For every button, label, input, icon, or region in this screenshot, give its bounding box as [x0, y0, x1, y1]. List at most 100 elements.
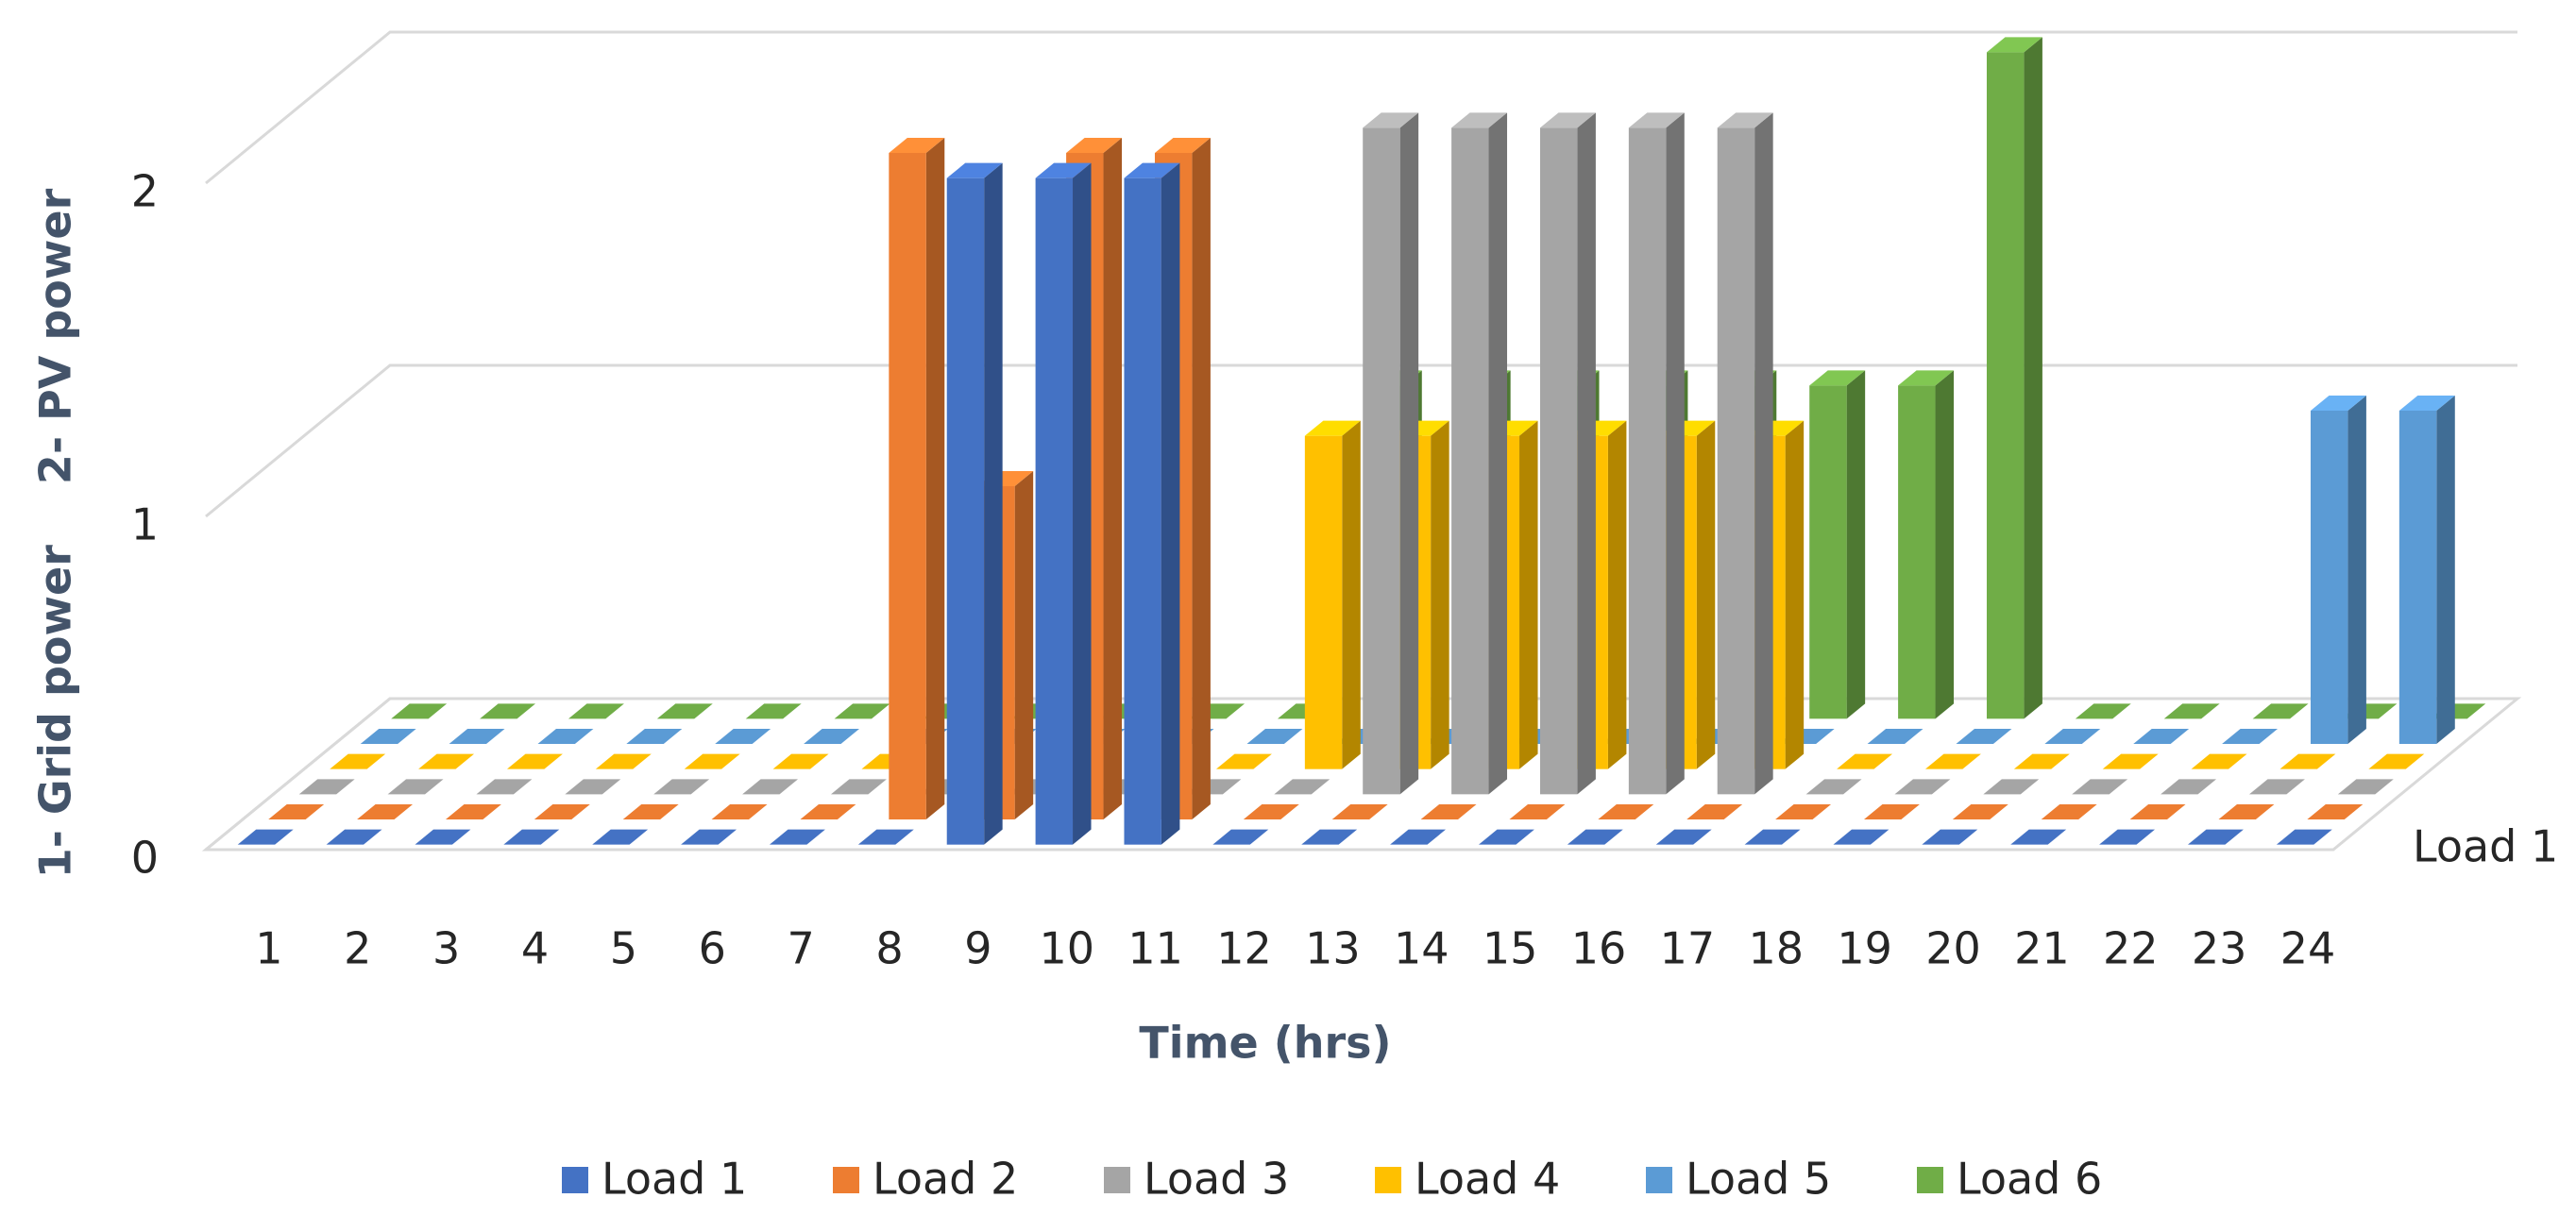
bar	[772, 753, 829, 769]
bar	[889, 138, 945, 819]
bar	[1837, 753, 1893, 769]
bar	[745, 703, 802, 719]
bar-top	[684, 753, 740, 769]
bar	[2398, 396, 2455, 744]
bar-top	[626, 729, 683, 744]
bar	[2133, 729, 2190, 744]
bar-top	[1628, 112, 1685, 128]
bar	[2010, 829, 2067, 845]
bar-top	[534, 804, 590, 819]
floor	[201, 697, 2522, 852]
bar	[1863, 804, 1920, 819]
bar-top	[268, 804, 325, 819]
bar	[2276, 829, 2332, 845]
bar	[2307, 804, 2364, 819]
bar	[537, 729, 594, 744]
x-tick-label: 8	[875, 923, 903, 974]
bar-top	[2133, 729, 2190, 744]
bar-top	[1894, 779, 1951, 795]
bar	[1894, 779, 1951, 795]
bar-side	[1785, 420, 1805, 769]
bar-side	[2347, 396, 2366, 744]
y-axis-title: 1- Grid power 2- PV power	[30, 188, 81, 878]
bar-top	[595, 753, 652, 769]
bar-top	[1922, 829, 1978, 845]
x-tick-label: 2	[344, 923, 371, 974]
bar	[268, 804, 325, 819]
bar-top	[857, 829, 914, 845]
bar	[330, 753, 386, 769]
bar	[418, 753, 475, 769]
bar	[1833, 829, 1890, 845]
x-tick-label: 15	[1483, 923, 1538, 974]
bar	[1246, 729, 1303, 744]
legend-swatch	[562, 1167, 588, 1193]
bar	[1655, 829, 1712, 845]
bar-top	[1717, 112, 1773, 128]
x-tick-label: 17	[1660, 923, 1716, 974]
bar-top	[830, 779, 887, 795]
bar	[480, 703, 536, 719]
x-tick-label: 4	[521, 923, 549, 974]
bar	[1867, 729, 1924, 744]
bar-front	[2398, 411, 2437, 744]
bar-top	[360, 729, 416, 744]
legend-label: Load 2	[873, 1154, 1018, 1205]
bar	[2013, 753, 2070, 769]
bar	[2102, 753, 2159, 769]
bar-top	[2099, 829, 2156, 845]
bar-top	[2187, 829, 2244, 845]
bar-front	[1539, 127, 1578, 795]
bar	[804, 729, 860, 744]
bar	[506, 753, 563, 769]
bar	[565, 779, 621, 795]
bar-top	[800, 804, 856, 819]
bar	[2279, 753, 2336, 769]
x-tick-label: 14	[1394, 923, 1449, 974]
bar	[1775, 804, 1832, 819]
bar	[1035, 162, 1092, 845]
bar-front	[1628, 127, 1667, 795]
legend-label: Load 1	[602, 1154, 747, 1205]
bar-top	[2041, 804, 2097, 819]
bar	[534, 804, 590, 819]
bar	[2248, 779, 2305, 795]
bar-top	[769, 829, 825, 845]
bar-top	[622, 804, 679, 819]
bar-top	[681, 829, 737, 845]
bar-front	[1451, 127, 1489, 795]
bar-top	[653, 779, 710, 795]
bar-top	[330, 753, 386, 769]
bar	[1686, 804, 1743, 819]
bar-side	[1846, 370, 1866, 719]
bar-top	[2398, 396, 2455, 411]
x-tick-label: 6	[699, 923, 726, 974]
bar-top	[449, 729, 505, 744]
bar-top	[2222, 729, 2279, 744]
bar-top	[745, 703, 802, 719]
bar	[1809, 370, 1866, 719]
bar-top	[1331, 804, 1388, 819]
bar-top	[2191, 753, 2247, 769]
bar	[711, 804, 768, 819]
bar-top	[1833, 829, 1890, 845]
bar-front	[1304, 435, 1343, 769]
legend-swatch	[833, 1167, 859, 1193]
bar	[1215, 753, 1272, 769]
bar-top	[1686, 804, 1743, 819]
x-tick-label: 12	[1216, 923, 1272, 974]
bar	[1509, 804, 1566, 819]
bar-side	[2436, 396, 2455, 744]
bar-top	[772, 753, 829, 769]
bar-top	[1598, 804, 1654, 819]
bar	[1956, 729, 2012, 744]
bar-side	[984, 162, 1003, 845]
bar-top	[1243, 804, 1299, 819]
bar	[2044, 729, 2101, 744]
bar	[800, 804, 856, 819]
bar-top	[804, 729, 860, 744]
y-tick-label: 1	[131, 499, 159, 550]
grid-line	[205, 30, 2517, 185]
bar	[1124, 162, 1180, 845]
bar-top	[537, 729, 594, 744]
